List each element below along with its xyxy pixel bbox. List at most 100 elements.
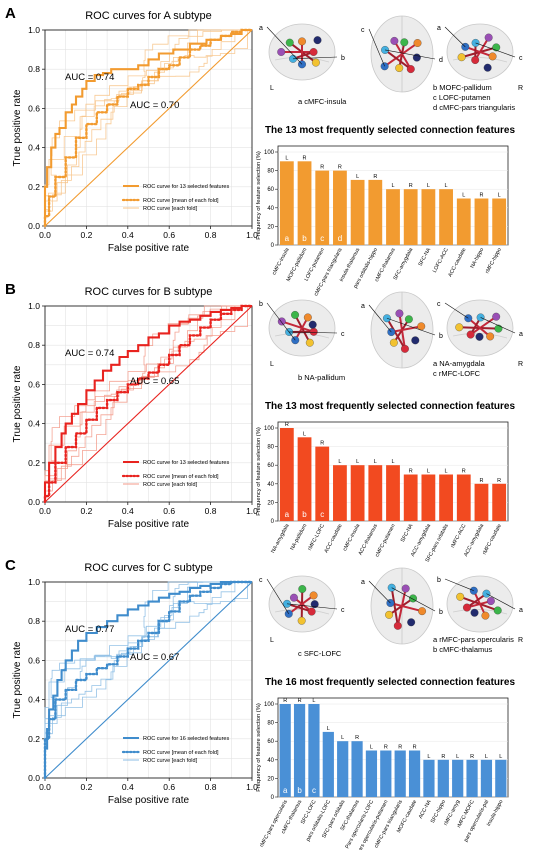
pointer-line: [444, 26, 466, 48]
brain-node: [309, 327, 318, 336]
bar-top-label: R: [338, 165, 342, 171]
brain-pointer-letter: c: [341, 607, 345, 614]
bar: [333, 170, 347, 245]
brain-pointer-letter: c: [519, 55, 523, 62]
brain-node: [307, 607, 316, 616]
bar: [466, 759, 478, 797]
bar: [350, 465, 365, 521]
brain-node: [308, 320, 317, 329]
roc-main-curve: [43, 28, 252, 226]
bar-top-label: L: [356, 459, 359, 465]
bar-top-label: L: [427, 183, 430, 189]
brain-views: c c a b b a L Rc SFC-LOFC a rMFC-pars operculari…: [259, 567, 523, 658]
brain-node: [492, 312, 501, 321]
brain-node: [457, 53, 466, 62]
pointer-line: [444, 302, 469, 319]
connection-caption-left: a cMFC-insula: [298, 97, 347, 106]
brain-connection: [464, 45, 493, 58]
bar-top-label: R: [497, 478, 501, 484]
pointer-line: [266, 26, 303, 65]
bar: [492, 483, 507, 521]
bar: [394, 750, 406, 797]
bar-top-label: L: [285, 155, 288, 161]
brain-pointer-letter: a: [361, 579, 365, 586]
brain-node: [493, 606, 502, 615]
x-tick-label: 0.0: [39, 782, 51, 792]
y-tick-label: 0.4: [28, 143, 40, 153]
pointer-line: [293, 56, 338, 60]
bar-top-label: L: [462, 193, 465, 199]
bar-tick-label: 0: [271, 243, 275, 249]
bar-tick-label: 0: [271, 795, 275, 801]
brain-pointer-letter: c: [341, 331, 345, 338]
roc-chance-line: [44, 305, 253, 503]
bar: [492, 198, 507, 245]
bar: [495, 759, 507, 797]
brain-pointer-letter: c: [259, 577, 263, 584]
brain-node: [466, 330, 475, 339]
brain-connection: [467, 317, 491, 338]
roc-title: ROC curves for A subtype: [85, 10, 212, 22]
brain-node: [313, 36, 322, 45]
bar-category-label: SFC-NA: [400, 523, 415, 544]
pointer-line: [486, 593, 516, 610]
bar-inner-letter: a: [285, 234, 290, 243]
brain-node: [298, 37, 306, 46]
bar-top-label: L: [327, 726, 330, 732]
x-tick-label: 0.8: [205, 230, 217, 240]
panel-b: B ROC curves for B subtype 0.00.0 0.2 0.2 0.4…: [5, 281, 523, 563]
bar: [452, 759, 464, 797]
bar-top-label: R: [373, 174, 377, 180]
brain-node: [456, 592, 465, 601]
brain-pointer-letter: c: [361, 27, 365, 34]
bar-tick-label: 80: [267, 169, 274, 175]
bar-top-label: R: [303, 155, 307, 161]
bar: [474, 483, 489, 521]
brain-pointer-letter: a: [519, 331, 523, 338]
x-tick-label: 0.8: [205, 782, 217, 792]
connection-caption-right: a rMFC-pars opercularis: [433, 635, 514, 644]
brain-node: [481, 611, 490, 620]
brain-connection: [390, 602, 423, 613]
brain-sulcus: [452, 609, 508, 615]
bar-tick-label: 100: [264, 702, 275, 708]
legend-label-fold: ROC curve [each fold]: [143, 206, 198, 212]
x-tick-label: 0.8: [205, 506, 217, 516]
y-tick-label: 0.6: [28, 379, 40, 389]
bar: [293, 704, 306, 797]
bar-inner-letter: c: [312, 786, 316, 795]
bar-tick-label: 20: [267, 224, 274, 230]
y-axis-label: True positive rate: [12, 641, 23, 718]
roc-frame: [44, 29, 253, 227]
brain-side-left: L: [270, 85, 274, 92]
brain-connection: [288, 594, 315, 615]
brain-connection: [286, 602, 312, 613]
bar-inner-letter: b: [297, 786, 302, 795]
brain-side-right: R: [518, 637, 523, 644]
brain-connection: [470, 315, 497, 336]
bar-top-label: L: [391, 459, 394, 465]
legend-label-main: ROC curve for 13 selected features: [143, 184, 229, 190]
legend-label-fold: ROC curve [each fold]: [143, 482, 198, 488]
bar-top-label: L: [341, 735, 344, 741]
roc-frame: [44, 581, 253, 779]
bar-y-axis-label: Frequency of feature selection (%): [256, 703, 262, 792]
bar: [386, 189, 400, 245]
brain-pointer-letter: b: [439, 609, 443, 616]
brain-node: [488, 52, 497, 61]
brain-connection: [466, 592, 488, 609]
bar-category-label: ACC-NA: [418, 799, 433, 820]
bar-top-label: L: [445, 469, 448, 475]
bar-top-label: R: [470, 754, 474, 760]
y-tick-label: 0.0: [28, 497, 40, 507]
bar: [365, 750, 378, 797]
connection-caption-right: c LOFC-putamen: [433, 93, 491, 102]
bar-tick-label: 100: [264, 426, 275, 432]
roc-chance-line: [44, 581, 253, 779]
legend-label-mean: ROC curve [mean of each fold]: [143, 198, 219, 204]
legend-label-main: ROC curve for 16 selected features: [143, 736, 229, 742]
y-tick-label: 0.2: [28, 734, 40, 744]
bar-y-axis-label: Frequency of feature selection (%): [256, 427, 262, 516]
brain-pointer-letter: a: [361, 303, 365, 310]
